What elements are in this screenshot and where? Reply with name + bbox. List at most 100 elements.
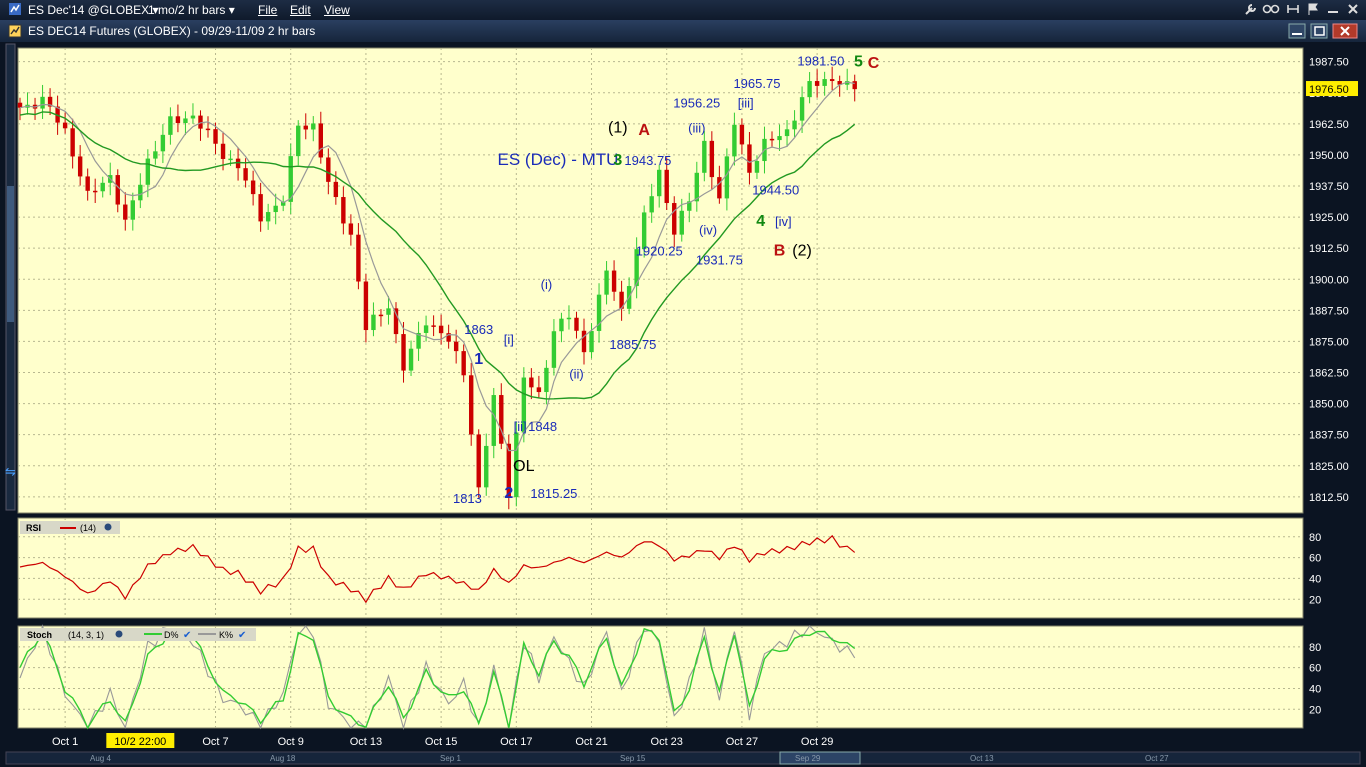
candle-body (363, 281, 369, 331)
candle-body (852, 81, 857, 90)
candle-body (551, 331, 557, 368)
wave-annotation: 2 (504, 485, 513, 502)
window-minimize-icon[interactable] (1288, 23, 1306, 39)
candle-body (153, 151, 158, 159)
scroll-right-icon[interactable]: ⇋ (5, 464, 16, 479)
candle-body (822, 79, 827, 86)
candle-body (679, 210, 684, 235)
candle-body (476, 434, 481, 488)
candle-body (717, 177, 722, 199)
candle-body (664, 169, 669, 204)
price-y-tick: 1987.50 (1309, 57, 1349, 69)
candle-body (348, 223, 354, 235)
candle-body (514, 432, 519, 498)
candle-body (702, 140, 707, 173)
price-y-tick: 1812.50 (1309, 492, 1349, 504)
x-tick-label: Oct 17 (500, 736, 532, 748)
candle-body (168, 116, 173, 135)
candle-body (596, 294, 602, 331)
window-title: ES DEC14 Futures (GLOBEX) - 09/29-11/09 … (28, 24, 316, 38)
wave-annotation: A (638, 122, 650, 139)
candle-body (17, 102, 23, 108)
candle-body (484, 445, 489, 488)
candle-body (371, 314, 376, 331)
last-price-box (1306, 81, 1358, 97)
wave-annotation: 1815.25 (530, 486, 577, 501)
rsi-settings-icon[interactable] (104, 523, 112, 531)
candle-body (431, 325, 436, 327)
navigator-bar[interactable]: Aug 4 Aug 18 Sep 1 Sep 15 Sep 29 Oct 13 Oct 27 (5, 751, 1361, 765)
file-menu[interactable]: File (258, 3, 278, 17)
candle-body (205, 128, 211, 131)
candle-body (85, 176, 90, 191)
stoch-d-line (19, 627, 856, 730)
minimize-app-icon[interactable] (1326, 2, 1340, 16)
navigator-track[interactable] (5, 751, 1361, 765)
interval-dropdown[interactable]: 1 mo/2 hr bars ▾ (148, 3, 235, 17)
candle-body (506, 443, 511, 498)
crosshair-time-label: 10/2 22:00 (114, 736, 166, 748)
flag-icon[interactable] (1306, 2, 1320, 16)
stoch-settings-icon[interactable] (115, 630, 123, 638)
stoch-panel[interactable]: 80 60 40 20 Stoch (14, 3, 1) D% ✔ K% ✔ (17, 624, 1321, 731)
candle-body (288, 156, 293, 202)
candle-body (574, 317, 579, 331)
stoch-k-checkbox-icon[interactable]: ✔ (238, 630, 246, 641)
navigator-window[interactable] (779, 751, 861, 765)
edit-menu[interactable]: Edit (290, 3, 311, 17)
wave-annotation: (iv) (699, 223, 717, 238)
window-close-icon[interactable] (1332, 23, 1358, 39)
window-restore-icon[interactable] (1310, 23, 1328, 39)
candle-body (423, 325, 429, 333)
candle-body (581, 330, 587, 353)
candle-body (160, 134, 166, 152)
price-y-tick: 1850.00 (1309, 399, 1349, 411)
wave-annotation: (ii) (569, 367, 583, 382)
candle-body (536, 387, 542, 393)
stoch-d-checkbox-icon[interactable]: ✔ (183, 630, 191, 641)
candle-body (589, 330, 594, 353)
navigator-label: Sep 15 (620, 754, 646, 763)
wrench-icon[interactable] (1244, 2, 1258, 16)
price-background (17, 47, 1304, 514)
candle-body (318, 123, 323, 158)
scrollbar-thumb[interactable] (7, 186, 14, 322)
candle-body (792, 120, 797, 130)
stoch-d-legend: D% (164, 630, 179, 640)
menu-bar: ES Dec'14 @GLOBEX ▾ 1 mo/2 hr bars ▾ Fil… (0, 0, 1366, 20)
candle-body (814, 81, 820, 86)
view-menu[interactable]: View (324, 3, 350, 17)
candle-body (807, 81, 812, 98)
wave-annotation: 1956.25 (673, 96, 720, 111)
link-icon[interactable] (1262, 2, 1280, 16)
rsi-legend-title: RSI (26, 523, 41, 533)
candle-body (469, 375, 474, 435)
wave-annotation: (1) (608, 120, 628, 137)
price-y-tick: 1925.00 (1309, 212, 1349, 224)
pin-icon[interactable] (1286, 2, 1300, 16)
candle-body (641, 212, 647, 250)
wave-annotation: 1920.25 (636, 244, 683, 259)
candle-body (213, 129, 218, 144)
candle-body (311, 123, 316, 130)
wave-annotation: 1813 (453, 491, 482, 506)
candle-body (258, 194, 263, 222)
candle-body (837, 81, 842, 85)
wave-annotation: 1944.50 (752, 183, 799, 198)
candle-body (416, 332, 421, 349)
candle-body (408, 348, 414, 371)
slow-moving-average-line (19, 111, 856, 400)
price-panel[interactable]: ⇋1987.501975.001962.501950.001937.501925… (5, 43, 1358, 514)
wave-annotation: [i] (504, 332, 514, 347)
symbol-dropdown[interactable]: ES Dec'14 @GLOBEX ▾ (28, 3, 159, 17)
candle-body (138, 184, 143, 201)
close-app-icon[interactable] (1346, 2, 1360, 16)
price-y-tick: 1937.50 (1309, 181, 1349, 193)
candle-body (634, 249, 639, 287)
last-price-label: 1976.50 (1309, 84, 1349, 96)
rsi-y-tick: 40 (1309, 573, 1321, 585)
wave-annotation: 1885.75 (609, 337, 656, 352)
rsi-panel[interactable]: 80 60 40 20 RSI (14) (17, 517, 1321, 619)
candle-body (499, 395, 504, 444)
